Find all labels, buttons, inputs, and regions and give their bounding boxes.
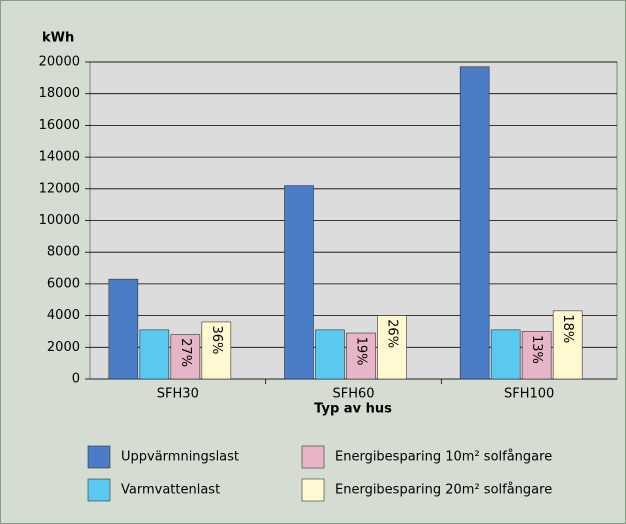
bar [315,329,345,380]
bar [284,185,314,380]
bar-annotation: 26% [385,319,400,348]
bar [346,332,376,380]
y-tick-label: 16000 [39,118,80,133]
legend-swatch [301,445,325,469]
y-tick-label: 2000 [47,340,80,355]
bar-annotation: 13% [529,335,544,364]
y-tick-label: 6000 [47,276,80,291]
y-tick-label: 18000 [39,86,80,101]
y-tick-label: 12000 [39,181,80,196]
legend-label: Energibesparing 10m² solfångare [335,450,552,465]
y-axis-label: kWh [42,31,74,46]
y-tick-label: 10000 [39,213,80,228]
y-tick-label: 8000 [47,245,80,260]
bar-annotation: 36% [209,325,224,354]
bar [377,315,407,380]
x-tick-label: SFH30 [157,387,199,402]
legend-label: Uppvärmningslast [121,450,239,465]
legend-swatch [87,478,111,502]
bar-annotation: 18% [560,314,575,343]
x-axis-label: Typ av hus [314,402,392,417]
y-tick-label: 20000 [39,55,80,70]
legend-swatch [301,478,325,502]
bar [552,310,583,380]
bar-annotation: 27% [178,338,193,367]
legend-label: Varmvattenlast [121,483,220,498]
bar-annotation: 19% [354,337,369,366]
bar [201,321,232,380]
bar [108,278,139,380]
bar [521,331,552,380]
bar [170,334,201,380]
y-tick-label: 14000 [39,150,80,165]
bar [459,66,490,380]
x-tick-label: SFH60 [332,387,374,402]
legend-swatch [87,445,111,469]
bar [139,329,170,380]
y-tick-label: 0 [72,372,80,387]
bar [490,329,521,380]
x-tick-label: SFH100 [504,387,554,402]
y-tick-label: 4000 [47,308,80,323]
legend-label: Energibesparing 20m² solfångare [335,483,552,498]
